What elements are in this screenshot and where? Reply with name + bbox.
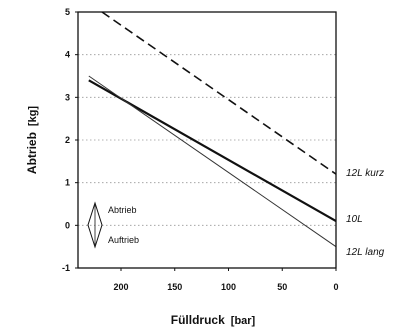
series-label-12l-kurz: 12L kurz: [346, 168, 384, 179]
y-tick-label: 5: [65, 7, 70, 17]
lift-annotation: Abtrieb Auftrieb: [87, 201, 139, 249]
x-axis-label: Fülldruck [bar]: [171, 313, 256, 327]
x-tick-label: 200: [113, 282, 128, 292]
series-line-10l: [88, 79, 337, 223]
double-arrow-icon: [87, 201, 103, 249]
series-line-12l-lang: [88, 75, 337, 248]
x-tick-label: 50: [277, 282, 287, 292]
grid-lines: [78, 54, 336, 226]
y-axis-label: Abtrieb [kg]: [25, 106, 39, 175]
y-tick-label: 4: [65, 50, 70, 60]
x-tick-label: 0: [333, 282, 338, 292]
annotation-lower-label: Auftrieb: [108, 235, 139, 245]
y-tick-label: -1: [62, 263, 70, 273]
y-tick-label: 0: [65, 220, 70, 230]
y-tick-label: 3: [65, 92, 70, 102]
series-label-10l: 10L: [346, 214, 363, 225]
y-tick-labels: -1 0 1 2 3 4 5: [62, 7, 78, 273]
y-axis-label-text: Abtrieb: [25, 132, 39, 174]
series-line-12l-kurz: [101, 11, 337, 175]
annotation-upper-label: Abtrieb: [108, 205, 137, 215]
x-axis-unit: [bar]: [231, 315, 256, 327]
y-tick-label: 2: [65, 135, 70, 145]
series-lines: [88, 11, 337, 248]
x-tick-label: 100: [221, 282, 236, 292]
y-tick-label: 1: [65, 178, 70, 188]
series-label-12l-lang: 12L lang: [346, 247, 385, 258]
x-axis-label-text: Fülldruck: [171, 313, 225, 327]
y-axis-unit: [kg]: [27, 106, 39, 127]
x-tick-labels: 200 150 100 50 0: [113, 268, 339, 292]
x-tick-label: 150: [167, 282, 182, 292]
